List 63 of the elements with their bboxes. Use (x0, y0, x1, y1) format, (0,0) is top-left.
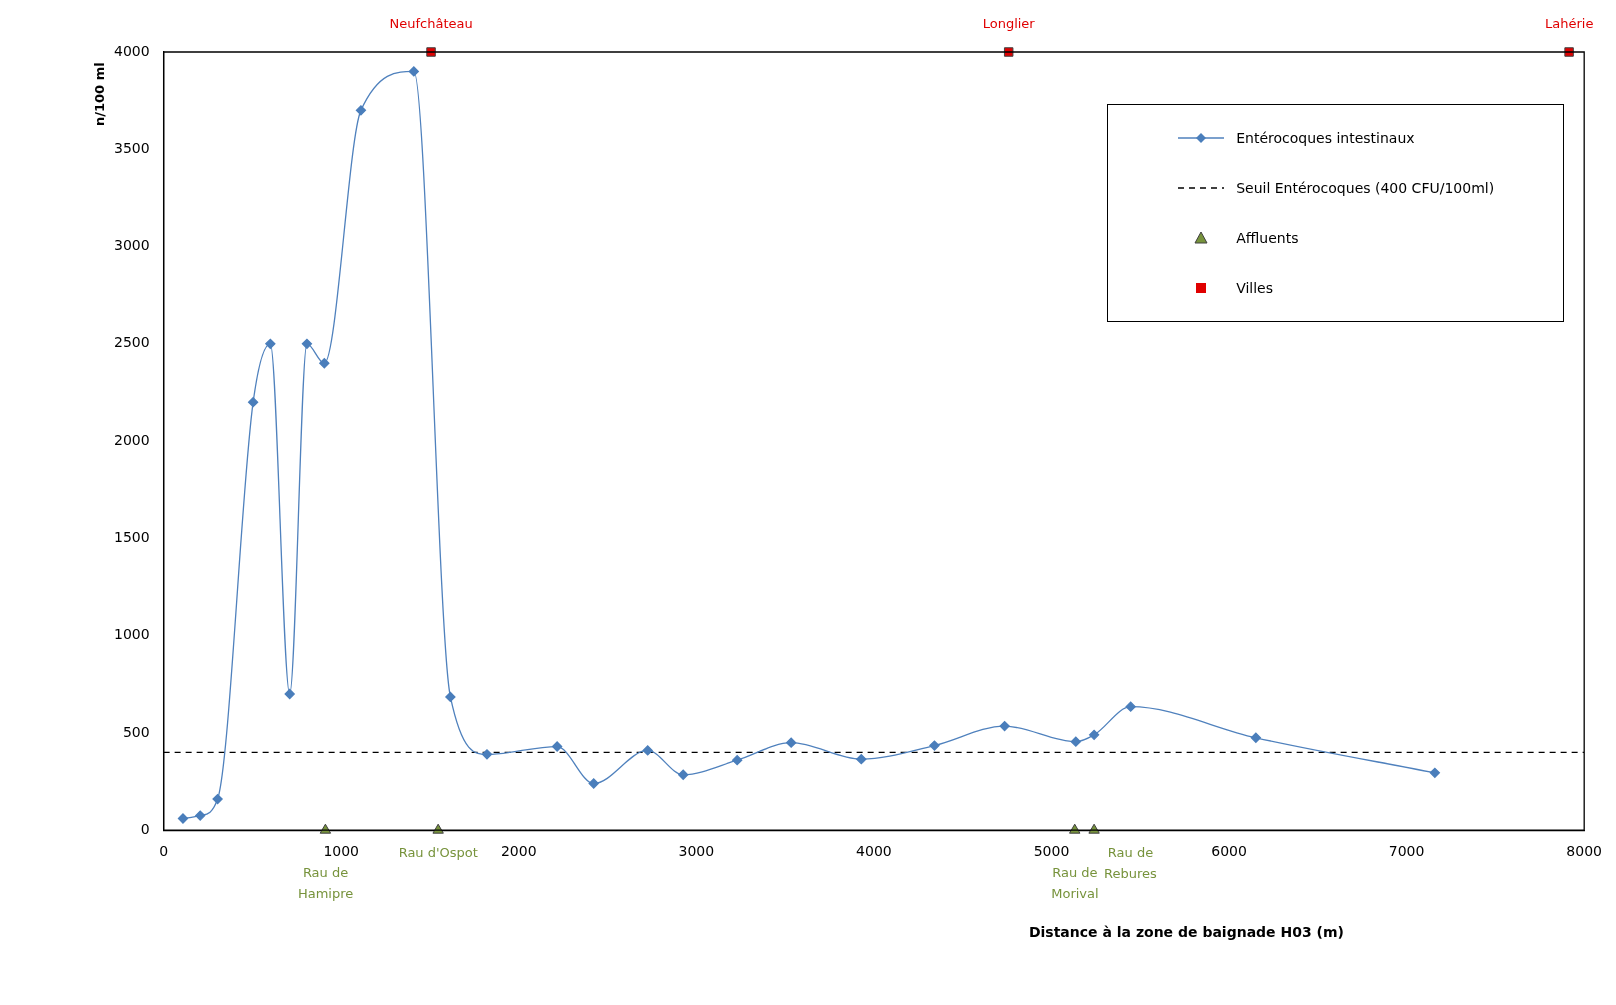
point (1088, 823, 1100, 834)
point (1125, 701, 1136, 712)
x-axis-title: Distance à la zone de baignade H03 (m) (1028, 923, 1344, 943)
annotation: Rau de Morival (1051, 864, 1099, 904)
annotation: Rau de Hamipre (297, 864, 354, 904)
x-tick-label: 7000 (1388, 843, 1425, 860)
point (642, 745, 653, 756)
point (1069, 823, 1081, 834)
y-tick-label: 3500 (113, 139, 150, 156)
y-tick-label: 500 (122, 723, 150, 740)
point (212, 793, 223, 805)
point (678, 769, 689, 780)
point (355, 105, 367, 116)
annotation: Rau de Rebures (1104, 844, 1157, 884)
x-tick-label: 8000 (1566, 843, 1603, 860)
legend-label: Affluents (1236, 230, 1299, 246)
point (1429, 767, 1440, 778)
x-tick-label: 0 (159, 843, 169, 860)
point (195, 810, 206, 821)
point (1003, 47, 1014, 57)
point (247, 397, 259, 408)
point (551, 741, 563, 752)
x-tick-label: 4000 (856, 843, 892, 860)
x-tick-label: 2000 (500, 843, 537, 860)
point (426, 47, 436, 57)
point (856, 754, 867, 765)
legend-label: Seuil Entérocoques (400 CFU/100ml) (1236, 180, 1495, 196)
point (732, 755, 743, 766)
y-tick-label: 1500 (113, 529, 150, 546)
y-axis-title: n/100 ml (90, 62, 108, 126)
y-tick-label: 4000 (113, 42, 150, 59)
x-tick-label: 3000 (678, 843, 715, 860)
annotation: Longlier (982, 15, 1035, 33)
y-tick-label: 1000 (113, 626, 150, 643)
point (999, 720, 1010, 732)
point (301, 338, 313, 349)
point (786, 737, 797, 748)
annotation: Neufchâteau (389, 15, 473, 33)
point (432, 823, 444, 834)
point (284, 688, 295, 700)
legend-label: Villes (1236, 280, 1274, 296)
y-tick-label: 2500 (113, 334, 150, 351)
annotation: Lahérie (1545, 15, 1594, 33)
point (265, 338, 276, 349)
point (319, 823, 332, 834)
point (1088, 729, 1100, 741)
y-tick-label: 0 (140, 820, 150, 837)
point (1564, 47, 1574, 57)
point (929, 740, 940, 751)
y-tick-label: 3000 (113, 237, 150, 254)
point (445, 691, 456, 703)
annotation: Rau d'Ospot (398, 844, 478, 863)
point (1250, 732, 1262, 743)
y-tick-label: 2000 (113, 431, 150, 448)
x-tick-label: 1000 (323, 843, 360, 860)
point (1070, 736, 1081, 747)
point (588, 778, 599, 789)
x-tick-label: 6000 (1211, 843, 1247, 860)
x-tick-label: 5000 (1033, 843, 1070, 860)
point (408, 66, 419, 77)
legend-label: Entérocoques intestinaux (1236, 130, 1415, 146)
point (319, 358, 330, 369)
point (481, 749, 493, 760)
